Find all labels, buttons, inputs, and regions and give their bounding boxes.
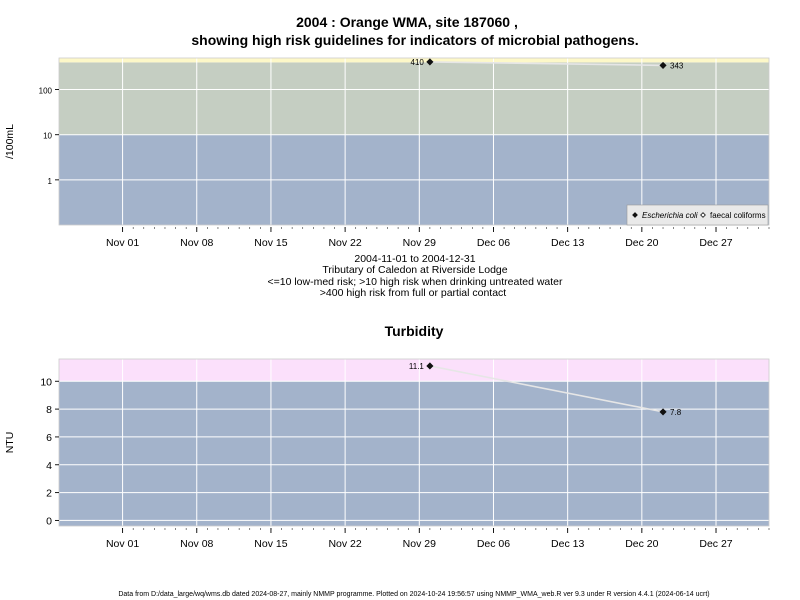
legend-box (626, 204, 769, 226)
footer-note: Data from D:/data_large/wq/wms.db dated … (118, 591, 709, 598)
data-point-0-1 (659, 61, 667, 69)
x-tick-label-0: Nov 01 (106, 237, 139, 249)
legend-entry-1: faecal coliforms (710, 211, 766, 220)
subtitle-line-0: 2004-11-01 to 2004-12-31 (354, 253, 475, 265)
y-tick-label-1: 2 (46, 488, 52, 500)
subtitle-line-1: Tributary of Caledon at Riverside Lodge (322, 264, 507, 276)
y-tick-label-2: 4 (46, 460, 52, 472)
data-point-0-1 (659, 408, 667, 416)
point-label-0-0: 11.1 (409, 362, 425, 371)
x-tick-label-4: Nov 29 (403, 237, 436, 249)
x-tick-label-1: Nov 08 (180, 237, 213, 249)
y-axis-label: NTU (4, 432, 16, 454)
chart-title-line1: 2004 : Orange WMA, site 187060 , (296, 14, 518, 30)
y-tick-label-2: 100 (39, 87, 53, 96)
band-2 (59, 58, 769, 63)
x-tick-label-5: Dec 06 (477, 237, 510, 249)
point-label-0-1: 343 (670, 61, 684, 70)
subtitle-line-3: >400 high risk from full or partial cont… (320, 287, 507, 299)
data-point-0-0 (426, 58, 434, 66)
x-tick-label-8: Dec 27 (699, 237, 732, 249)
legend-marker-1 (700, 212, 706, 218)
x-tick-label-2: Nov 15 (254, 538, 287, 550)
legend: Escherichia coli faecal coliforms (626, 204, 769, 226)
x-tick-label-7: Dec 20 (625, 237, 658, 249)
turbidity-panel: Nov 01 Nov 08 Nov 15 Nov 22 Nov 29 Dec 06 Dec … (4, 358, 770, 550)
data-point-0-0 (426, 362, 434, 370)
x-tick-label-1: Nov 08 (180, 538, 213, 550)
band-1 (59, 62, 769, 135)
plot-frame (58, 358, 770, 527)
y-tick-label-0: 1 (48, 177, 53, 186)
plot-frame (58, 57, 770, 226)
y-tick-label-3: 6 (46, 432, 52, 444)
point-label-0-1: 7.8 (670, 408, 682, 417)
x-tick-label-5: Dec 06 (477, 538, 510, 550)
x-tick-label-6: Dec 13 (551, 237, 584, 249)
legend-entry-0: Escherichia coli (642, 211, 698, 220)
series-line-0 (429, 61, 664, 67)
y-tick-label-5: 10 (40, 376, 52, 388)
y-tick-label-4: 8 (46, 404, 52, 416)
band-0 (59, 381, 769, 526)
x-tick-label-3: Nov 22 (328, 237, 361, 249)
x-tick-label-0: Nov 01 (106, 538, 139, 550)
point-label-0-0: 410 (411, 58, 425, 67)
x-tick-label-4: Nov 29 (403, 538, 436, 550)
series-line-0 (429, 365, 664, 413)
y-tick-label-1: 10 (43, 132, 52, 141)
turbidity-title: Turbidity (385, 323, 444, 339)
legend-marker-0 (632, 212, 638, 218)
x-tick-label-8: Dec 27 (699, 538, 732, 550)
x-tick-label-2: Nov 15 (254, 237, 287, 249)
x-tick-label-6: Dec 13 (551, 538, 584, 550)
y-tick-label-0: 0 (46, 515, 52, 527)
chart-title-line2: showing high risk guidelines for indicat… (191, 32, 638, 48)
x-tick-label-7: Dec 20 (625, 538, 658, 550)
x-tick-label-3: Nov 22 (328, 538, 361, 550)
ecoli-panel: Nov 01 Nov 08 Nov 15 Nov 22 Nov 29 Dec 06 Dec … (4, 57, 770, 249)
subtitle-line-2: <=10 low-med risk; >10 high risk when dr… (267, 276, 563, 288)
band-1 (59, 359, 769, 382)
y-axis-label: /100mL (4, 124, 16, 159)
